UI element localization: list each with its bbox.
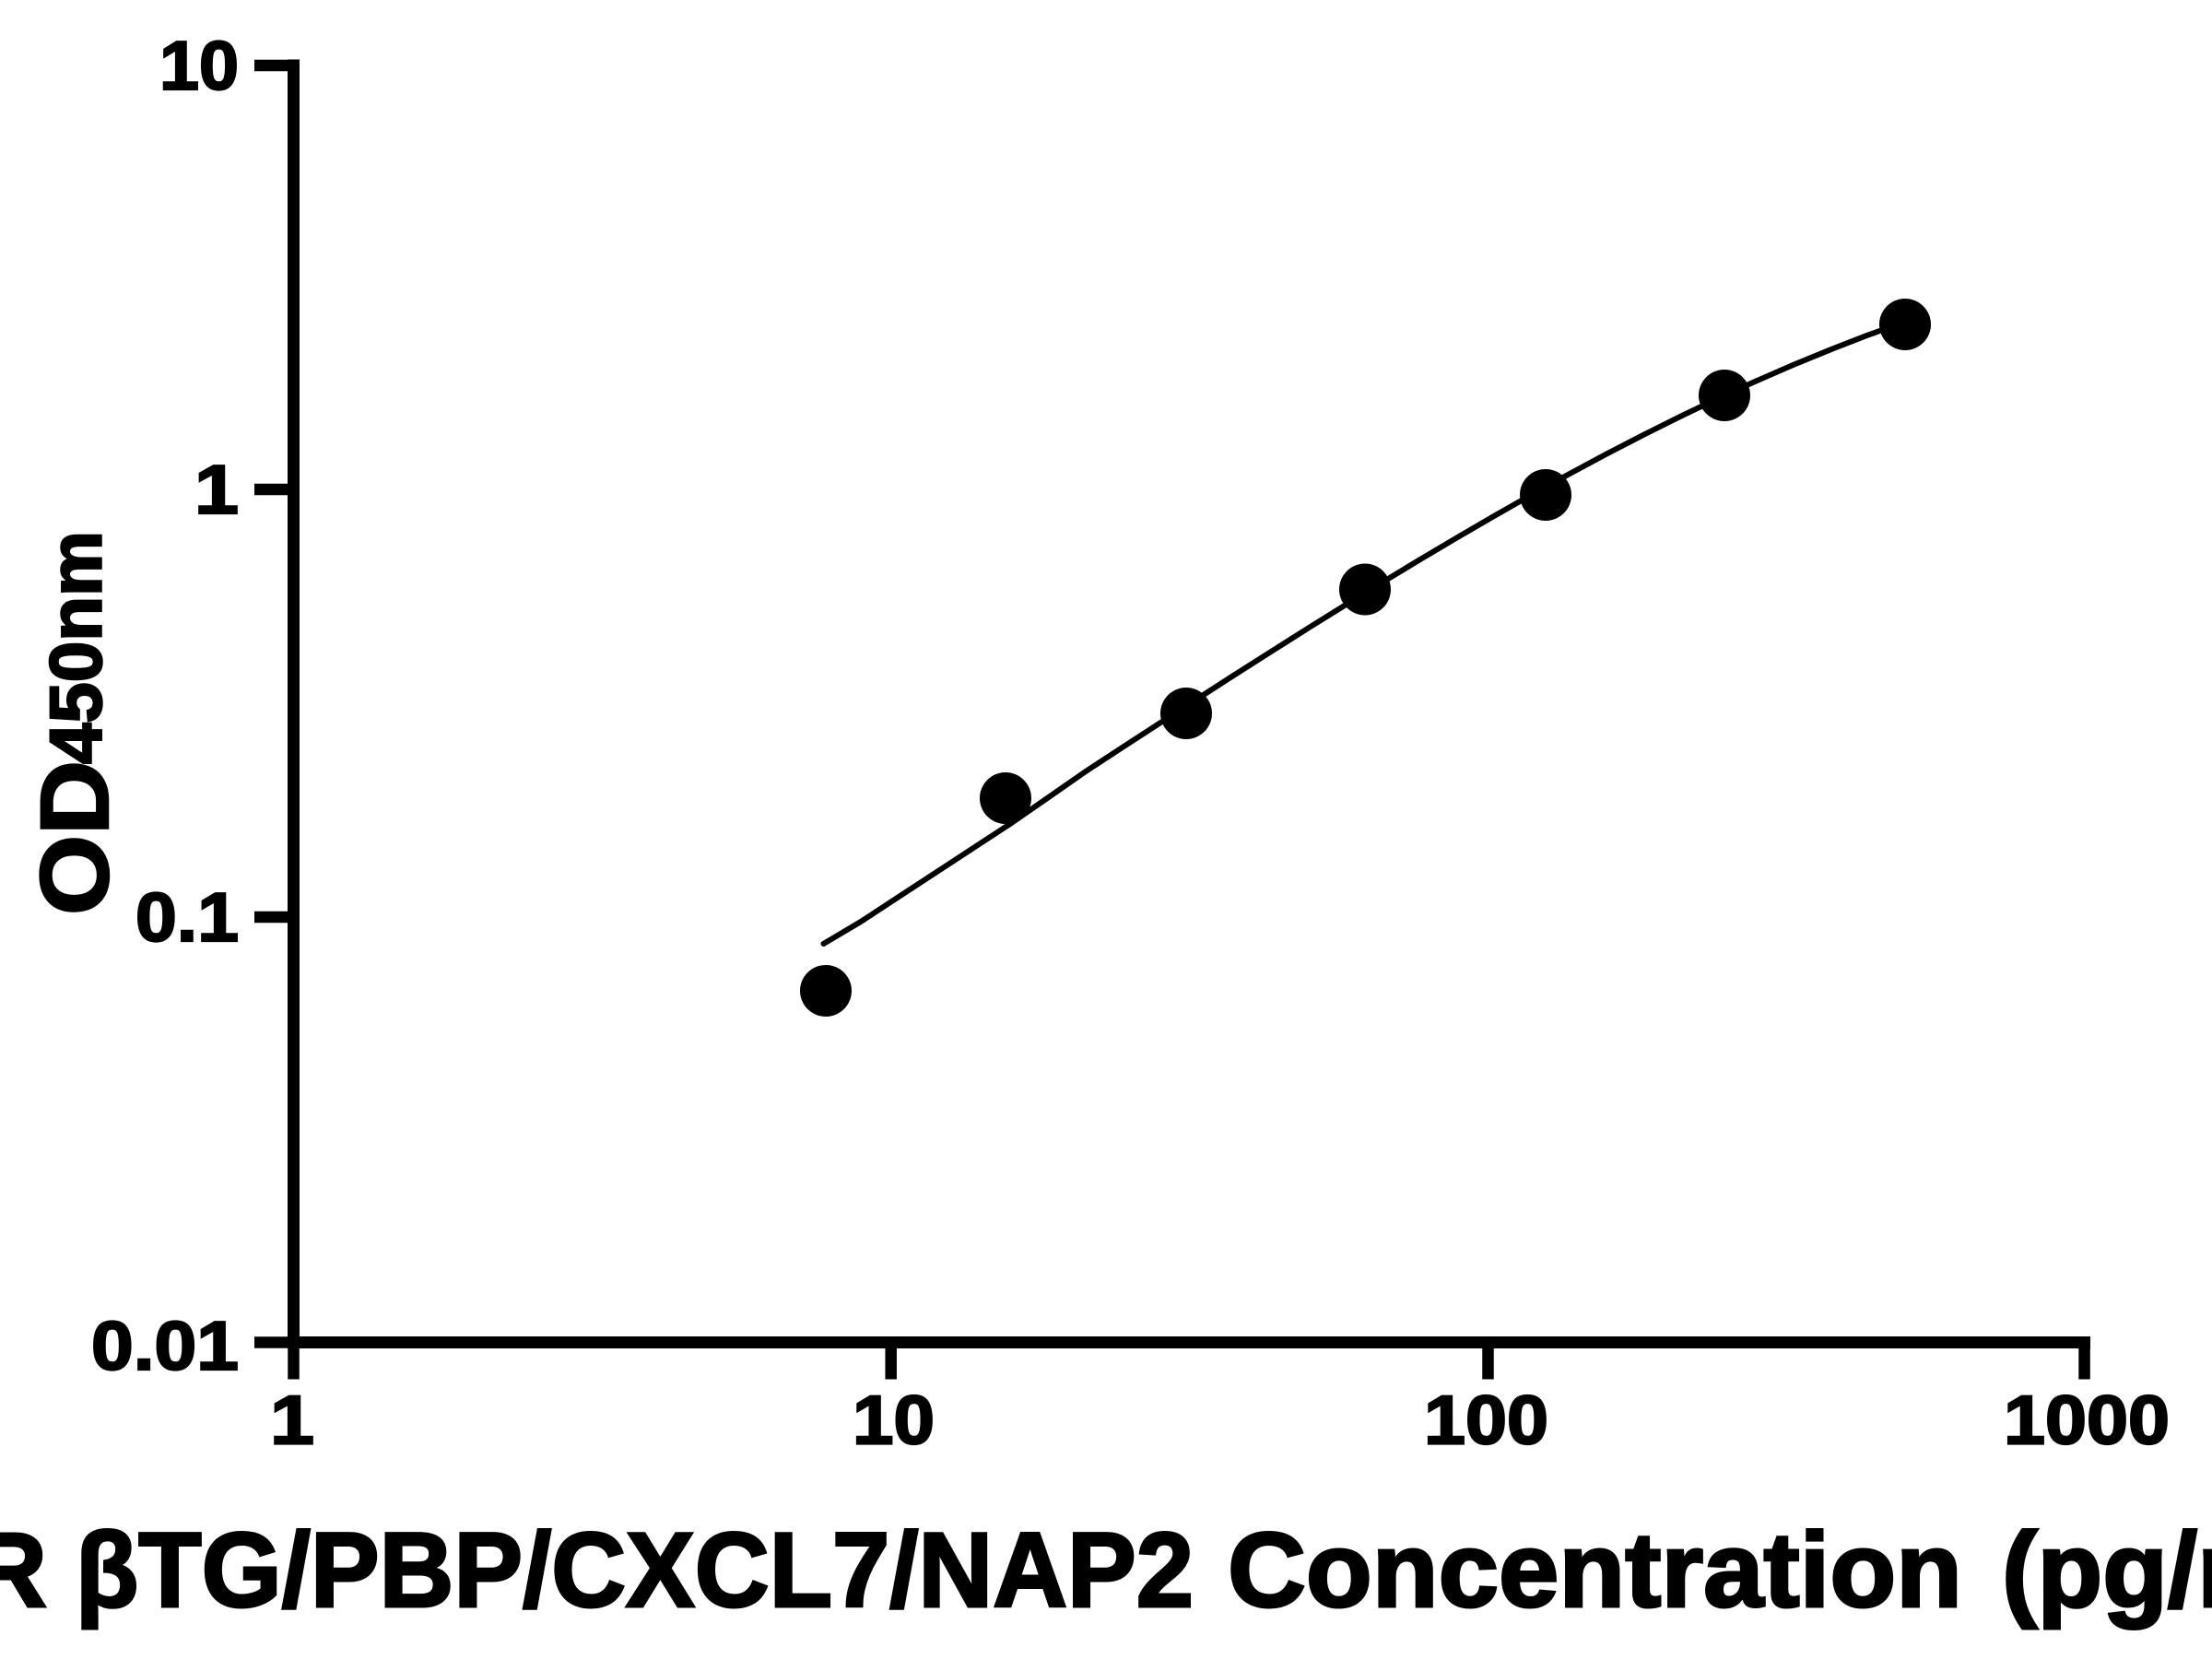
svg-text:R βTG/PBP/CXCL7/NAP2: R βTG/PBP/CXCL7/NAP2 (0, 1512, 1194, 1630)
svg-text:OD: OD (21, 760, 129, 915)
svg-text:1000: 1000 (2004, 1382, 2170, 1459)
svg-text:450nm: 450nm (35, 531, 117, 764)
svg-text:1: 1 (270, 1382, 314, 1459)
svg-text:100: 100 (1424, 1382, 1548, 1459)
svg-text:1: 1 (194, 451, 239, 528)
svg-text:Concentration: Concentration (1228, 1512, 1962, 1630)
svg-text:0.01: 0.01 (91, 1307, 239, 1384)
svg-text:10: 10 (159, 27, 239, 104)
svg-text:0.1: 0.1 (135, 878, 239, 956)
svg-text:(pg/m: (pg/m (2002, 1512, 2212, 1630)
svg-text:10: 10 (853, 1382, 935, 1459)
